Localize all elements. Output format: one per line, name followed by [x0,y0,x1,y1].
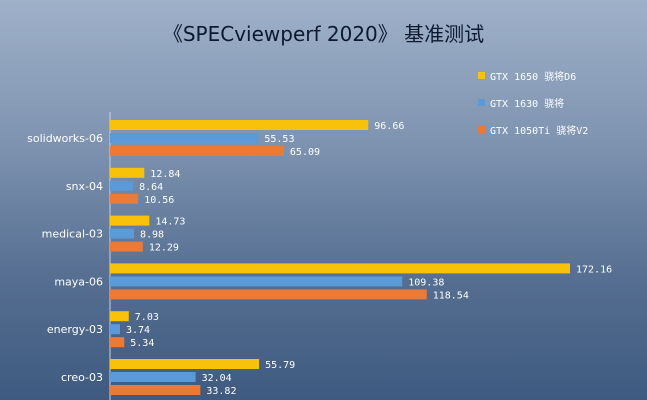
bar [110,263,570,274]
data-label: 12.84 [150,169,180,180]
bar-group: solidworks-06 96.66 55.53 65.09 snx-04 12.84 8… [27,120,612,397]
bar [110,215,150,226]
bar [110,359,260,369]
category-label: creo-03 [61,371,103,384]
legend-swatch [478,126,485,133]
data-label: 55.53 [264,134,294,145]
data-label: 8.64 [139,182,163,193]
data-label: 65.09 [290,147,320,158]
bar [110,228,134,239]
data-label: 109.38 [408,277,444,288]
data-label: 118.54 [433,290,469,301]
bar [110,289,427,300]
legend-entry: GTX 1650 骁将D6 [490,70,576,83]
category-label: medical-03 [42,228,103,241]
bar [110,337,125,348]
data-label: 55.79 [265,360,295,371]
category-label: energy-03 [47,323,103,336]
data-label: 3.74 [126,325,150,336]
bar [110,167,145,178]
bar [110,180,134,191]
data-label: 5.34 [130,338,154,349]
category-label: maya-06 [54,275,103,288]
bar [110,146,284,156]
data-label: 14.73 [155,217,185,228]
category-label: solidworks-06 [27,132,103,145]
data-label: 8.98 [140,230,164,241]
data-label: 33.82 [206,386,236,397]
bar [110,372,196,382]
bar [110,385,201,395]
bar [110,311,129,322]
bar [110,241,143,252]
data-label: 96.66 [374,121,404,132]
category-label: snx-04 [66,180,103,193]
legend-swatch [478,99,485,106]
legend-swatch [478,72,485,79]
data-label: 32.04 [202,373,232,384]
bar [110,324,120,335]
data-label: 12.29 [149,243,179,254]
legend-entry: GTX 1050Ti 骁将V2 [490,124,588,137]
bar [110,133,259,143]
legend: GTX 1650 骁将D6 GTX 1630 骁将 GTX 1050Ti 骁将V2 [478,70,588,137]
bar [110,276,403,287]
bar [110,120,369,130]
data-label: 7.03 [135,312,159,323]
legend-entry: GTX 1630 骁将 [490,97,564,110]
bar [110,193,139,204]
data-label: 10.56 [144,195,174,206]
data-label: 172.16 [576,264,612,275]
chart-title: 《SPECviewperf 2020》 基准测试 [162,22,485,46]
